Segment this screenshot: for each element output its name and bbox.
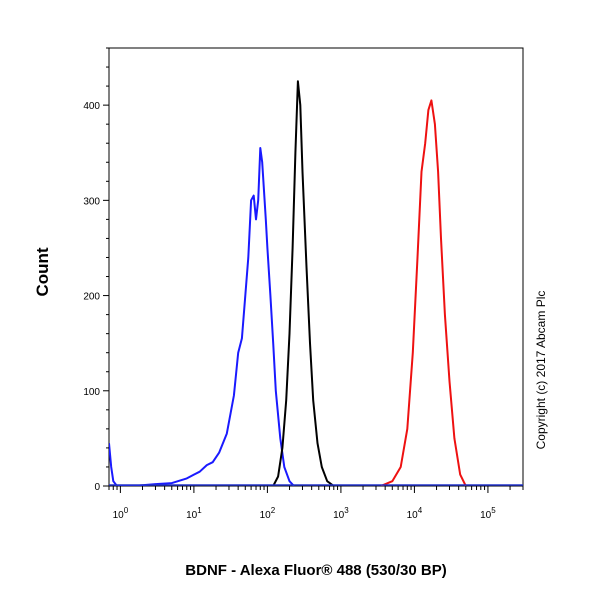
x-tick-label: 104 xyxy=(407,506,423,521)
y-tick-label: 300 xyxy=(83,196,100,207)
y-axis-ticks: 0 100 200 300 400 xyxy=(83,47,109,493)
x-tick-label: 103 xyxy=(333,506,349,521)
x-tick-label: 100 xyxy=(113,506,129,521)
x-tick-label: 105 xyxy=(480,506,496,521)
series-layer xyxy=(109,80,523,486)
histogram-series-3 xyxy=(380,99,467,486)
copyright-annotation: Copyright (c) 2017 Abcam Plc xyxy=(534,291,548,450)
y-tick-label: 400 xyxy=(83,101,100,112)
y-axis-label: Count xyxy=(33,247,52,296)
plot-border xyxy=(108,47,524,487)
y-tick-label: 200 xyxy=(83,292,100,303)
y-tick-label: 0 xyxy=(94,482,100,493)
x-axis-label: BDNF - Alexa Fluor® 488 (530/30 BP) xyxy=(185,562,446,579)
histogram-series-1 xyxy=(109,147,295,486)
x-tick-label: 102 xyxy=(260,506,276,521)
y-tick-label: 100 xyxy=(83,387,100,398)
x-tick-label: 101 xyxy=(186,506,202,521)
plot-frame xyxy=(108,47,524,487)
x-axis-ticks: 100 101 102 103 104 105 xyxy=(108,486,524,521)
histogram-series-2 xyxy=(272,80,335,486)
